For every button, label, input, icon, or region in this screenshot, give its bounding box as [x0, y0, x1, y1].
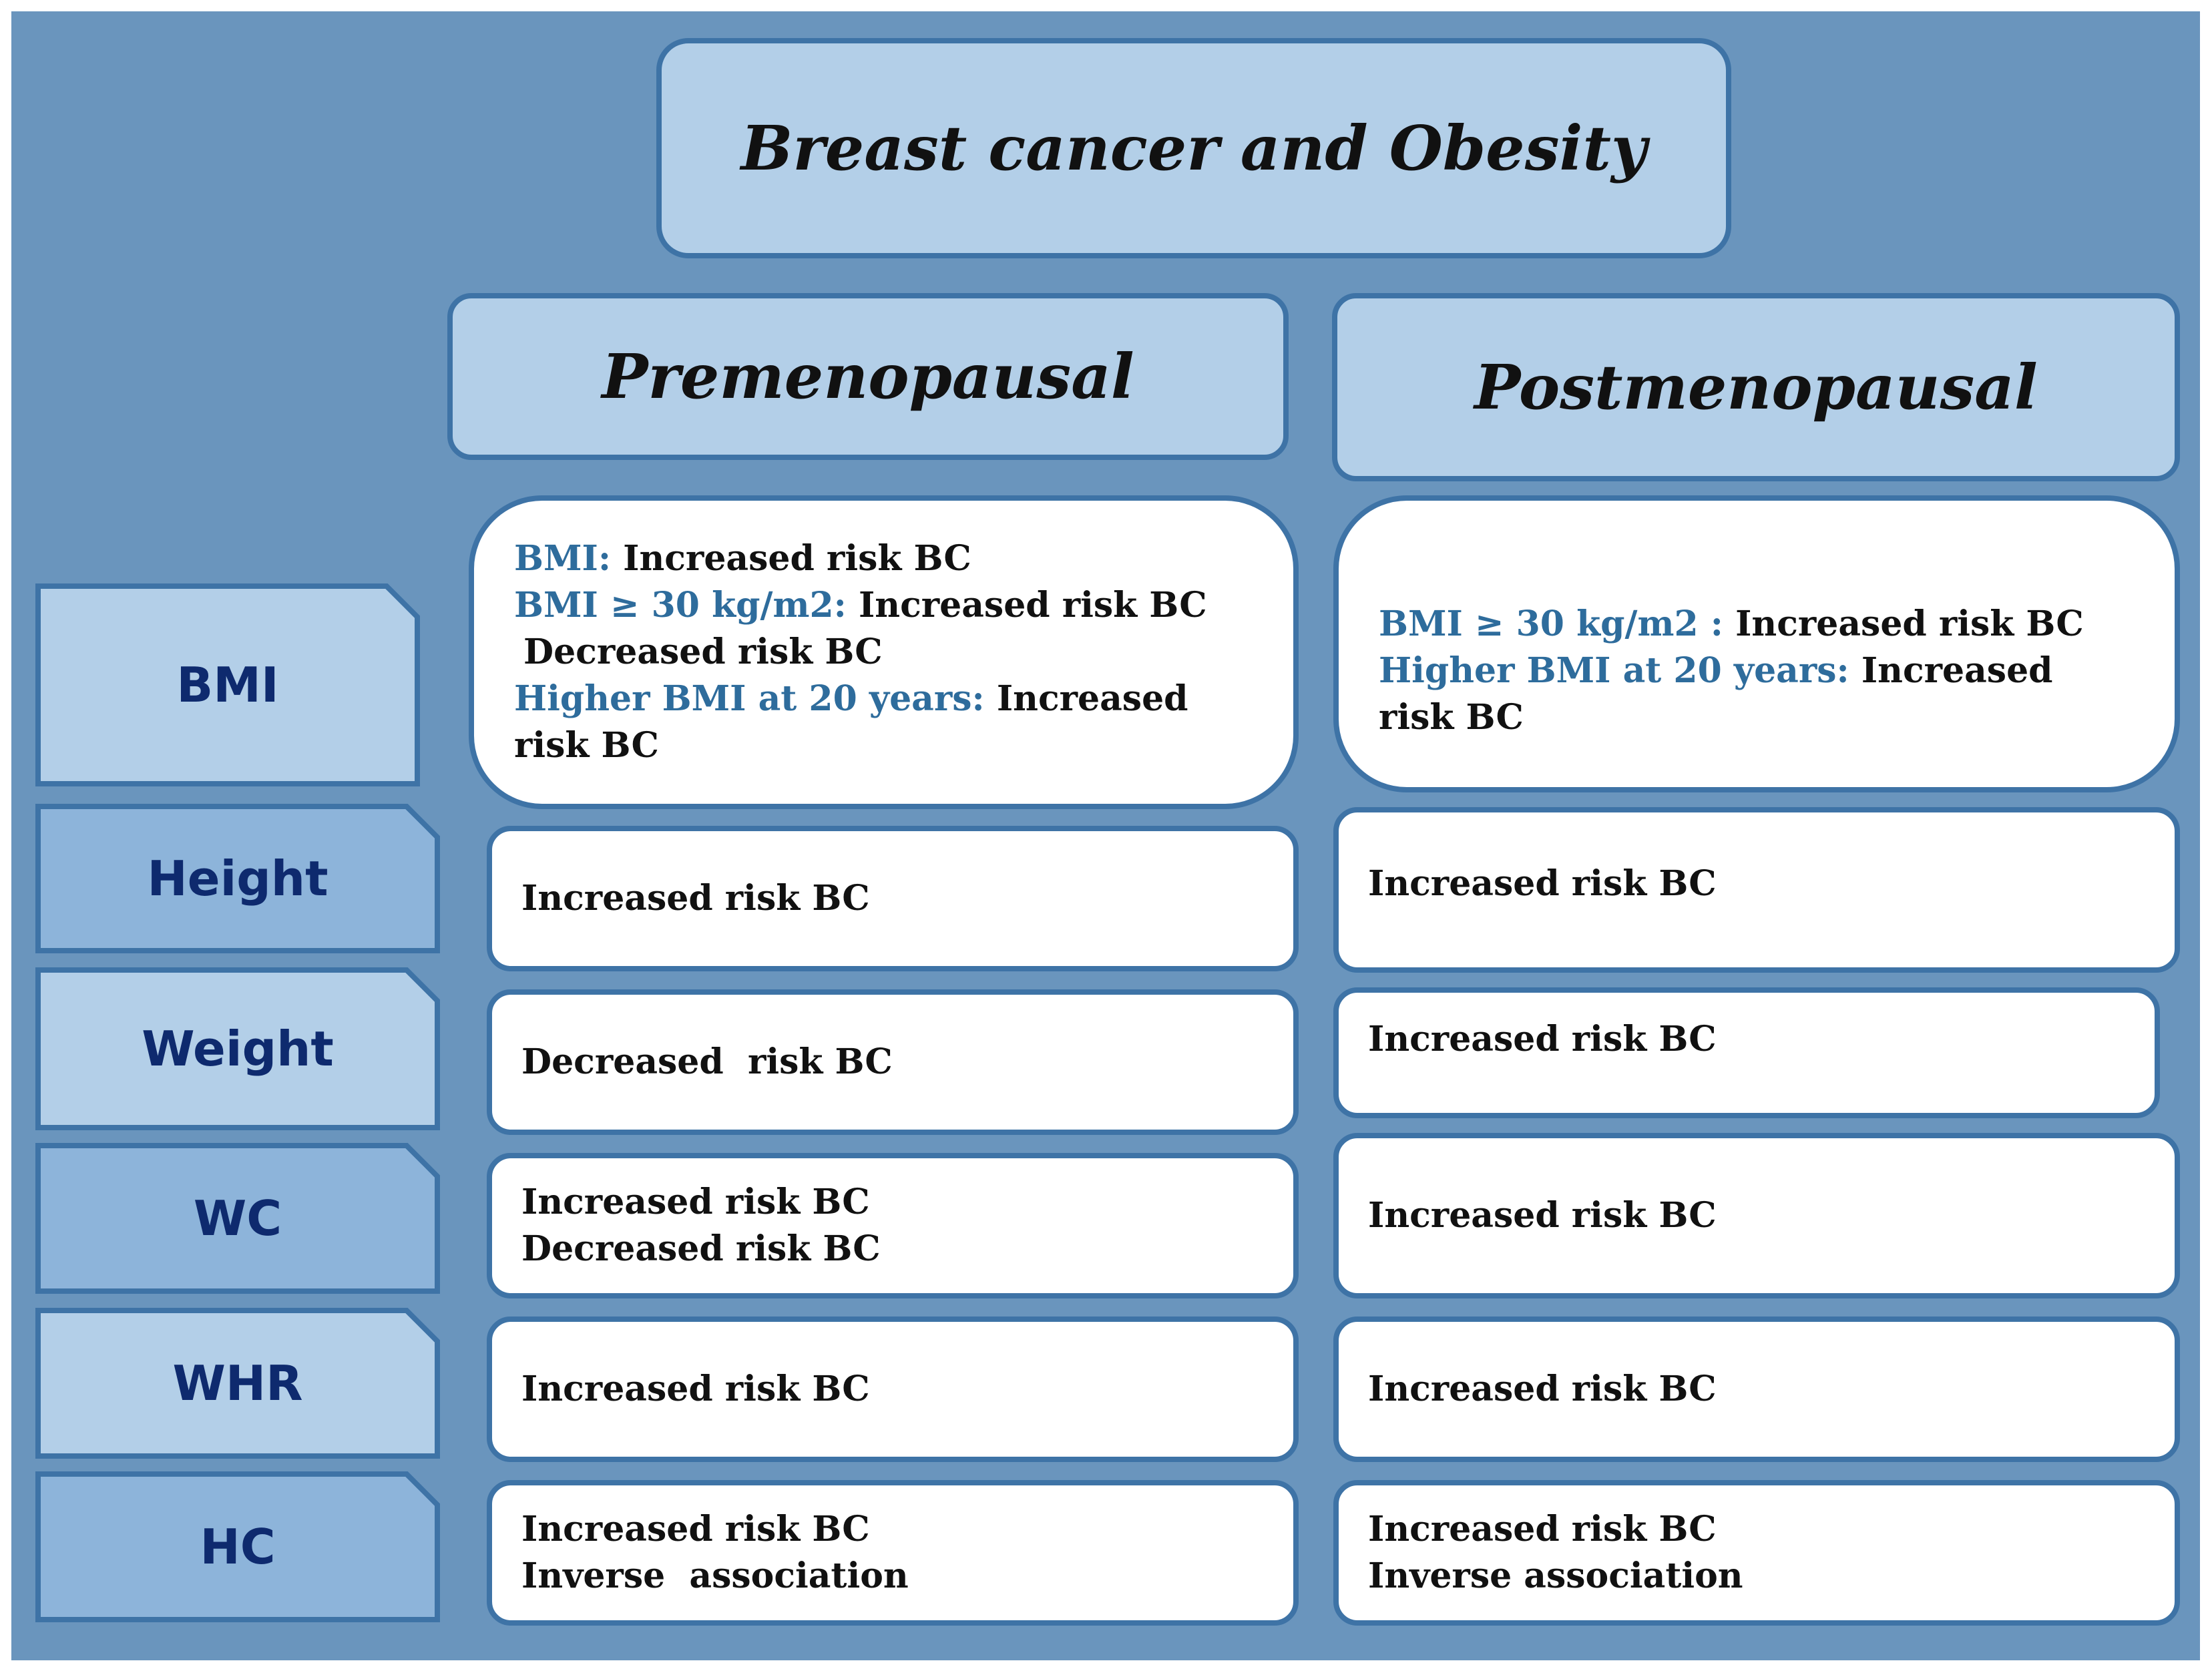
bmi-postmenopausal-cell: BMI ≥ 30 kg/m2 : Increased risk BC Highe… — [1333, 495, 2180, 792]
wc-postmenopausal-cell: Increased risk BC — [1333, 1133, 2180, 1298]
cell-text: Increased risk BC — [521, 1509, 870, 1549]
postmenopausal-header: Postmenopausal — [1332, 293, 2180, 481]
cell-text: Increased risk BC — [846, 585, 1207, 626]
row-label-weight: Weight — [34, 966, 441, 1132]
height-premenopausal-cell: Increased risk BC — [487, 826, 1299, 971]
cell-line: Higher BMI at 20 years: Increased risk B… — [514, 676, 1208, 769]
hc-postmenopausal-cell: Increased risk BC Inverse association — [1333, 1480, 2180, 1626]
diagram-title: Breast cancer and Obesity — [740, 112, 1647, 184]
label-tab-shape — [35, 583, 420, 786]
cell-text: Decreased risk BC — [521, 1041, 893, 1082]
cell-line: BMI: Increased risk BC — [514, 535, 1253, 582]
label-tab-shape — [35, 1308, 440, 1459]
weight-premenopausal-cell: Decreased risk BC — [487, 989, 1299, 1135]
cell-line: BMI ≥ 30 kg/m2: Increased risk BC — [514, 582, 1253, 629]
label-tab-shape — [35, 804, 440, 953]
label-tab-shape — [35, 1143, 440, 1294]
premenopausal-header: Premenopausal — [447, 293, 1289, 460]
title-box: Breast cancer and Obesity — [656, 38, 1731, 258]
label-tab-shape — [35, 1471, 440, 1622]
weight-postmenopausal-cell: Increased risk BC — [1333, 987, 2160, 1118]
row-label-text: Weight — [142, 1021, 334, 1077]
cell-text: Increased risk BC — [521, 878, 870, 919]
cell-text: Inverse association — [521, 1556, 909, 1596]
bmi-premenopausal-cell: BMI: Increased risk BC BMI ≥ 30 kg/m2: I… — [469, 495, 1299, 809]
premenopausal-label: Premenopausal — [602, 340, 1134, 413]
cell-line: Decreased risk BC — [514, 629, 1253, 676]
cell-text: Decreased risk BC — [523, 632, 883, 672]
row-label-text: BMI — [176, 657, 279, 713]
cell-highlight: BMI ≥ 30 kg/m2 : — [1379, 604, 1723, 644]
cell-text: Increased risk BC — [521, 1182, 870, 1222]
diagram-canvas: Breast cancer and Obesity Premenopausal … — [11, 11, 2200, 1660]
row-label-bmi: BMI — [34, 582, 421, 788]
row-label-text: WC — [193, 1190, 282, 1246]
wc-premenopausal-cell: Increased risk BC Decreased risk BC — [487, 1153, 1299, 1298]
row-label-hc: HC — [34, 1470, 441, 1624]
row-label-whr: WHR — [34, 1306, 441, 1460]
cell-text: Increased risk BC — [1368, 863, 1717, 904]
whr-premenopausal-cell: Increased risk BC — [487, 1317, 1299, 1462]
cell-highlight: Higher BMI at 20 years: — [514, 678, 985, 719]
postmenopausal-label: Postmenopausal — [1474, 351, 2038, 423]
cell-text: Increased risk BC — [1368, 1195, 1717, 1236]
cell-line: BMI ≥ 30 kg/m2 : Increased risk BC — [1379, 601, 2135, 648]
height-postmenopausal-cell: Increased risk BC — [1333, 807, 2180, 973]
cell-text: Inverse association — [1368, 1556, 1743, 1596]
row-label-text: HC — [200, 1519, 276, 1575]
cell-text: Increased risk BC — [521, 1369, 870, 1409]
row-label-height: Height — [34, 802, 441, 955]
cell-text: Decreased risk BC — [521, 1228, 881, 1269]
cell-line: Higher BMI at 20 years: Increased risk B… — [1379, 648, 2135, 741]
cell-text: Increased risk BC — [514, 678, 1188, 766]
label-tab-shape — [35, 967, 440, 1130]
row-label-text: Height — [147, 851, 328, 907]
whr-postmenopausal-cell: Increased risk BC — [1333, 1317, 2180, 1462]
cell-highlight: Higher BMI at 20 years: — [1379, 650, 1849, 691]
cell-text: Increased risk BC — [611, 538, 971, 579]
cell-highlight: BMI: — [514, 538, 612, 579]
row-label-wc: WC — [34, 1142, 441, 1295]
row-label-text: WHR — [172, 1355, 303, 1411]
hc-premenopausal-cell: Increased risk BC Inverse association — [487, 1480, 1299, 1626]
cell-text: Increased risk BC — [1379, 650, 2053, 738]
cell-highlight: BMI ≥ 30 kg/m2: — [514, 585, 847, 626]
cell-text: Increased risk BC — [1368, 1369, 1717, 1409]
cell-text: Increased risk BC — [1368, 1019, 1717, 1059]
cell-text: Increased risk BC — [1368, 1509, 1717, 1549]
cell-text: Increased risk BC — [1723, 604, 2084, 644]
